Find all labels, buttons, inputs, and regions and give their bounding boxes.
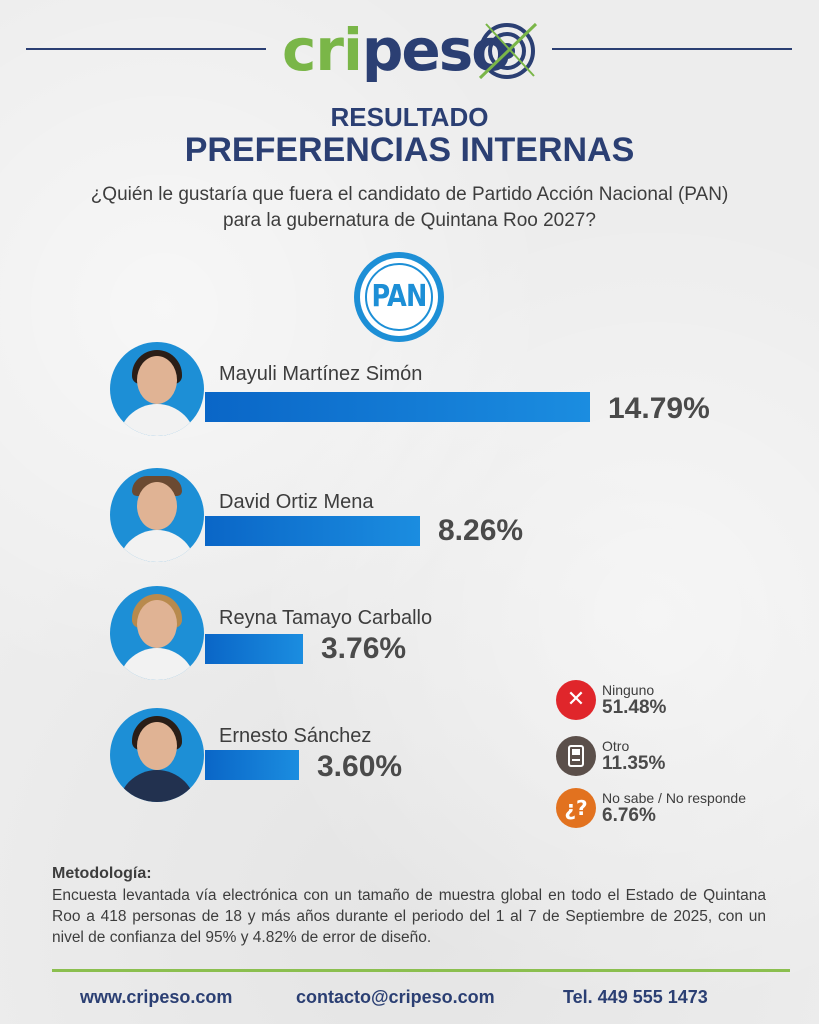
bar-label: 3.60% xyxy=(317,750,403,783)
question-icon: ¿? xyxy=(556,788,596,828)
candidate-photo xyxy=(110,708,204,802)
candidate-name: Reyna Tamayo Carballo xyxy=(219,607,433,629)
cripeso-logo: cripeso xyxy=(282,14,540,86)
title-resultado: RESULTADO xyxy=(330,102,489,132)
methodology-title: Metodología: xyxy=(52,865,152,882)
target-icon xyxy=(478,22,538,80)
candidate-row: Reyna Tamayo Carballo 3.76% xyxy=(0,580,819,690)
email-link[interactable]: contacto@cripeso.com xyxy=(296,987,495,1007)
candidate-photo xyxy=(110,342,204,436)
website-link[interactable]: www.cripeso.com xyxy=(80,987,233,1007)
other-response: ¿? No sabe / No responde 6.76% xyxy=(556,788,796,832)
bar-label: 14.79% xyxy=(608,392,710,425)
bar-ernesto xyxy=(205,750,299,780)
pan-logo: PAN xyxy=(354,252,444,342)
bar-label: 8.26% xyxy=(438,514,524,547)
candidate-name: Ernesto Sánchez xyxy=(219,725,372,747)
candidate-row: Mayuli Martínez Simón 14.79% xyxy=(0,330,819,440)
other-response: Otro 11.35% xyxy=(556,736,796,780)
header-rule-right xyxy=(552,48,792,50)
header-rule-left xyxy=(26,48,266,50)
survey-question: ¿Quién le gustaría que fuera el candidat… xyxy=(90,184,729,231)
x-icon: ✕ xyxy=(556,680,596,720)
candidate-photo xyxy=(110,468,204,562)
candidate-row: Ernesto Sánchez 3.60% xyxy=(0,700,819,810)
other-response: ✕ Ninguno 51.48% xyxy=(556,680,796,724)
bar-reyna xyxy=(205,634,303,664)
bar-mayuli xyxy=(205,392,590,422)
title-preferencias: PREFERENCIAS INTERNAS xyxy=(184,131,635,169)
ballot-box-icon xyxy=(556,736,596,776)
candidate-name: David Ortiz Mena xyxy=(219,491,374,513)
footer-rule xyxy=(52,969,790,972)
candidate-name: Mayuli Martínez Simón xyxy=(219,363,423,385)
candidate-photo xyxy=(110,586,204,680)
bar-david xyxy=(205,516,420,546)
methodology-text: Encuesta levantada vía electrónica con u… xyxy=(52,887,766,946)
bar-label: 3.76% xyxy=(321,632,407,665)
candidate-row: David Ortiz Mena 8.26% xyxy=(0,462,819,572)
phone-number: Tel. 449 555 1473 xyxy=(563,987,708,1007)
